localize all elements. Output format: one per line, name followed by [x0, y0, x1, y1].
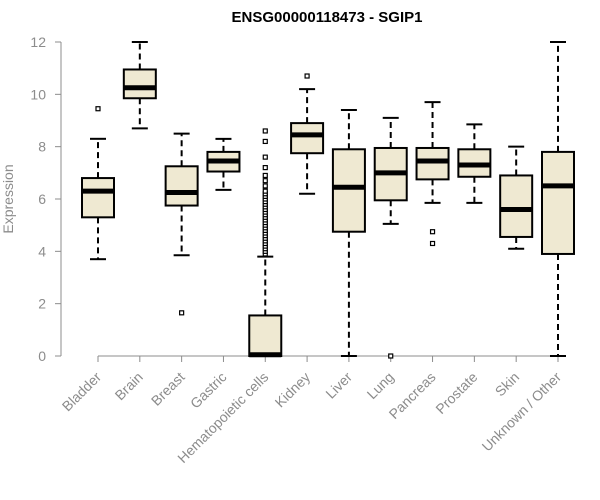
box-unknown-other — [541, 41, 575, 357]
y-tick-label: 10 — [30, 86, 46, 102]
y-tick-label: 8 — [38, 139, 46, 155]
outlier-point — [262, 128, 268, 134]
x-category-label: Brain — [112, 369, 146, 403]
box-lung — [373, 116, 408, 359]
box-hematopoietic-cells — [248, 128, 283, 358]
outlier-point — [262, 188, 268, 194]
iqr-box — [415, 146, 450, 181]
box-brain — [122, 41, 157, 130]
outlier-point — [388, 353, 394, 359]
outlier-point — [95, 106, 101, 112]
box-breast — [164, 132, 199, 316]
y-axis-label: Expression — [0, 164, 16, 233]
iqr-box — [499, 174, 534, 238]
iqr-box — [81, 177, 115, 219]
x-category-label: Liver — [322, 369, 355, 402]
chart-title: ENSG00000118473 - SGIP1 — [232, 9, 423, 26]
box-kidney — [290, 73, 325, 195]
boxes — [81, 41, 575, 359]
outlier-point — [262, 183, 268, 189]
iqr-box — [331, 148, 366, 233]
y-ticks: 0 2 4 6 8 10 12 — [30, 34, 61, 364]
iqr-box — [164, 165, 199, 207]
box-bladder — [81, 106, 115, 261]
box-prostate — [457, 123, 492, 204]
outlier-point — [429, 240, 436, 247]
outlier-point — [262, 138, 268, 145]
iqr-box — [541, 150, 575, 255]
x-category-label: Breast — [148, 369, 188, 409]
x-category-label: Kidney — [272, 369, 314, 411]
outlier-point — [179, 310, 185, 316]
outlier-point — [262, 165, 268, 171]
outlier-point — [262, 154, 268, 160]
x-category-label: Bladder — [59, 369, 105, 415]
y-tick-label: 12 — [30, 34, 46, 50]
iqr-box — [290, 122, 325, 155]
box-liver — [331, 109, 366, 357]
y-tick-label: 2 — [38, 296, 46, 312]
y-tick-label: 4 — [38, 243, 46, 259]
box-gastric — [206, 137, 241, 191]
outlier-point — [304, 73, 310, 79]
x-category-label: Unknown / Other — [479, 369, 565, 455]
outlier-point — [262, 178, 268, 184]
x-category-label: Prostate — [432, 369, 480, 417]
box-pancreas — [415, 101, 450, 247]
outlier-point — [262, 172, 268, 179]
iqr-box — [248, 314, 283, 358]
x-category-label: Skin — [492, 369, 523, 400]
box-skin — [499, 145, 534, 250]
outlier-point — [429, 229, 436, 235]
iqr-box — [122, 68, 157, 100]
y-tick-label: 0 — [38, 348, 46, 364]
x-category-label: Lung — [364, 369, 397, 402]
y-tick-label: 6 — [38, 191, 46, 207]
